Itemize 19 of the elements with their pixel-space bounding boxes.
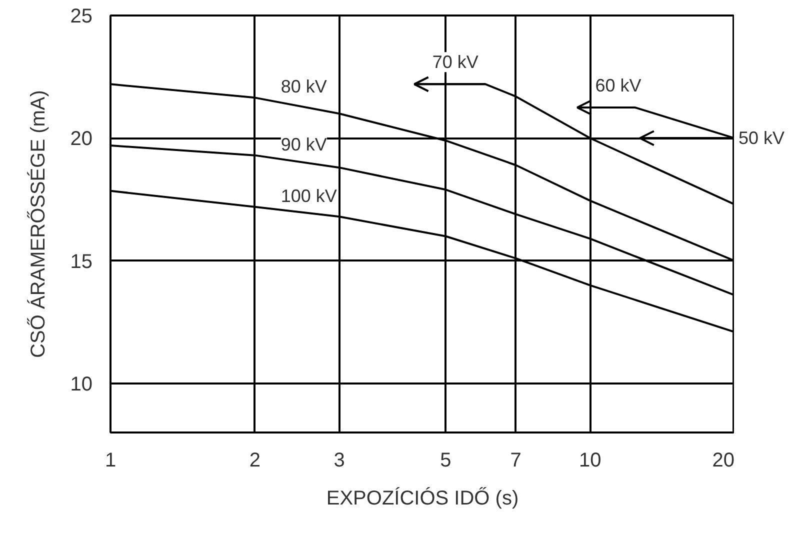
- y-axis-title: CSŐ ÁRAMERŐSSÉGE (mA): [26, 90, 50, 358]
- x-tick-label: 3: [334, 450, 345, 472]
- x-tick-label: 2: [249, 450, 260, 472]
- x-tick-label: 1: [104, 450, 116, 472]
- series-label: 60 kV: [595, 75, 642, 96]
- series-label: 100 kV: [280, 186, 337, 206]
- x-axis-title: EXPOZÍCIÓS IDŐ (s): [326, 486, 519, 510]
- y-tick-label: 20: [70, 128, 93, 150]
- x-tick-label: 7: [510, 450, 522, 472]
- x-tick-label: 5: [440, 450, 452, 472]
- x-tick-label: 20: [712, 450, 735, 472]
- series-label: 90 kV: [280, 134, 327, 154]
- y-tick-label: 10: [70, 373, 93, 396]
- series-label: 50 kV: [738, 128, 785, 148]
- y-tick-label: 25: [70, 6, 93, 28]
- series-label: 80 kV: [280, 76, 327, 97]
- x-tick-label: 10: [578, 450, 602, 472]
- y-tick-label: 15: [70, 250, 93, 273]
- series-label: 70 kV: [432, 52, 478, 72]
